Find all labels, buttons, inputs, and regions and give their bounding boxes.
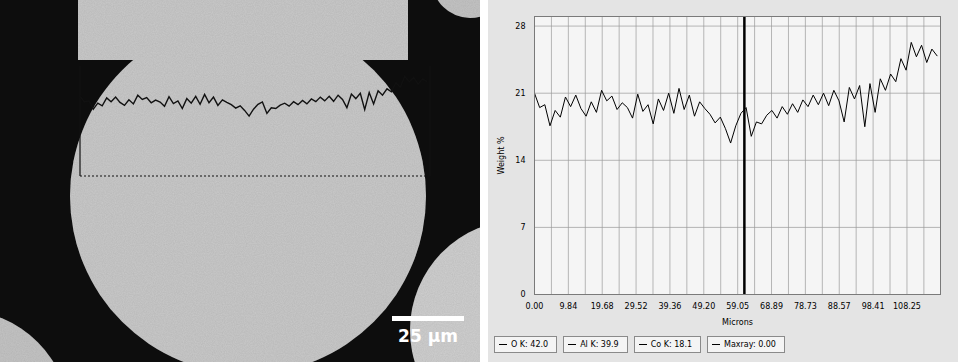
html-text:Maxray: 0.00: Maxray: 0.00 xyxy=(724,340,776,349)
svg-text:19.68: 19.68 xyxy=(591,302,614,311)
svg-text:Microns: Microns xyxy=(722,318,753,327)
svg-text:88.57: 88.57 xyxy=(828,302,851,311)
svg-text:21: 21 xyxy=(515,89,525,98)
svg-text:108.25: 108.25 xyxy=(893,302,921,311)
svg-text:0.00: 0.00 xyxy=(526,302,544,311)
svg-text:28: 28 xyxy=(515,22,525,31)
svg-text:49.20: 49.20 xyxy=(692,302,715,311)
svg-text:Weight %: Weight % xyxy=(497,136,506,174)
svg-text:59.05: 59.05 xyxy=(726,302,749,311)
html-text:Co K: 18.1: Co K: 18.1 xyxy=(650,340,692,349)
svg-text:78.73: 78.73 xyxy=(794,302,817,311)
svg-text:7: 7 xyxy=(520,223,525,232)
html-text:Al K: 39.9: Al K: 39.9 xyxy=(580,340,619,349)
svg-text:68.89: 68.89 xyxy=(760,302,783,311)
svg-text:0: 0 xyxy=(520,290,525,299)
html-text:O K: 42.0: O K: 42.0 xyxy=(511,340,549,349)
svg-text:39.36: 39.36 xyxy=(658,302,681,311)
svg-text:14: 14 xyxy=(515,156,525,165)
svg-text:9.84: 9.84 xyxy=(559,302,577,311)
svg-text:29.52: 29.52 xyxy=(625,302,648,311)
svg-text:98.41: 98.41 xyxy=(862,302,885,311)
svg-text:25 µm: 25 µm xyxy=(398,326,458,346)
